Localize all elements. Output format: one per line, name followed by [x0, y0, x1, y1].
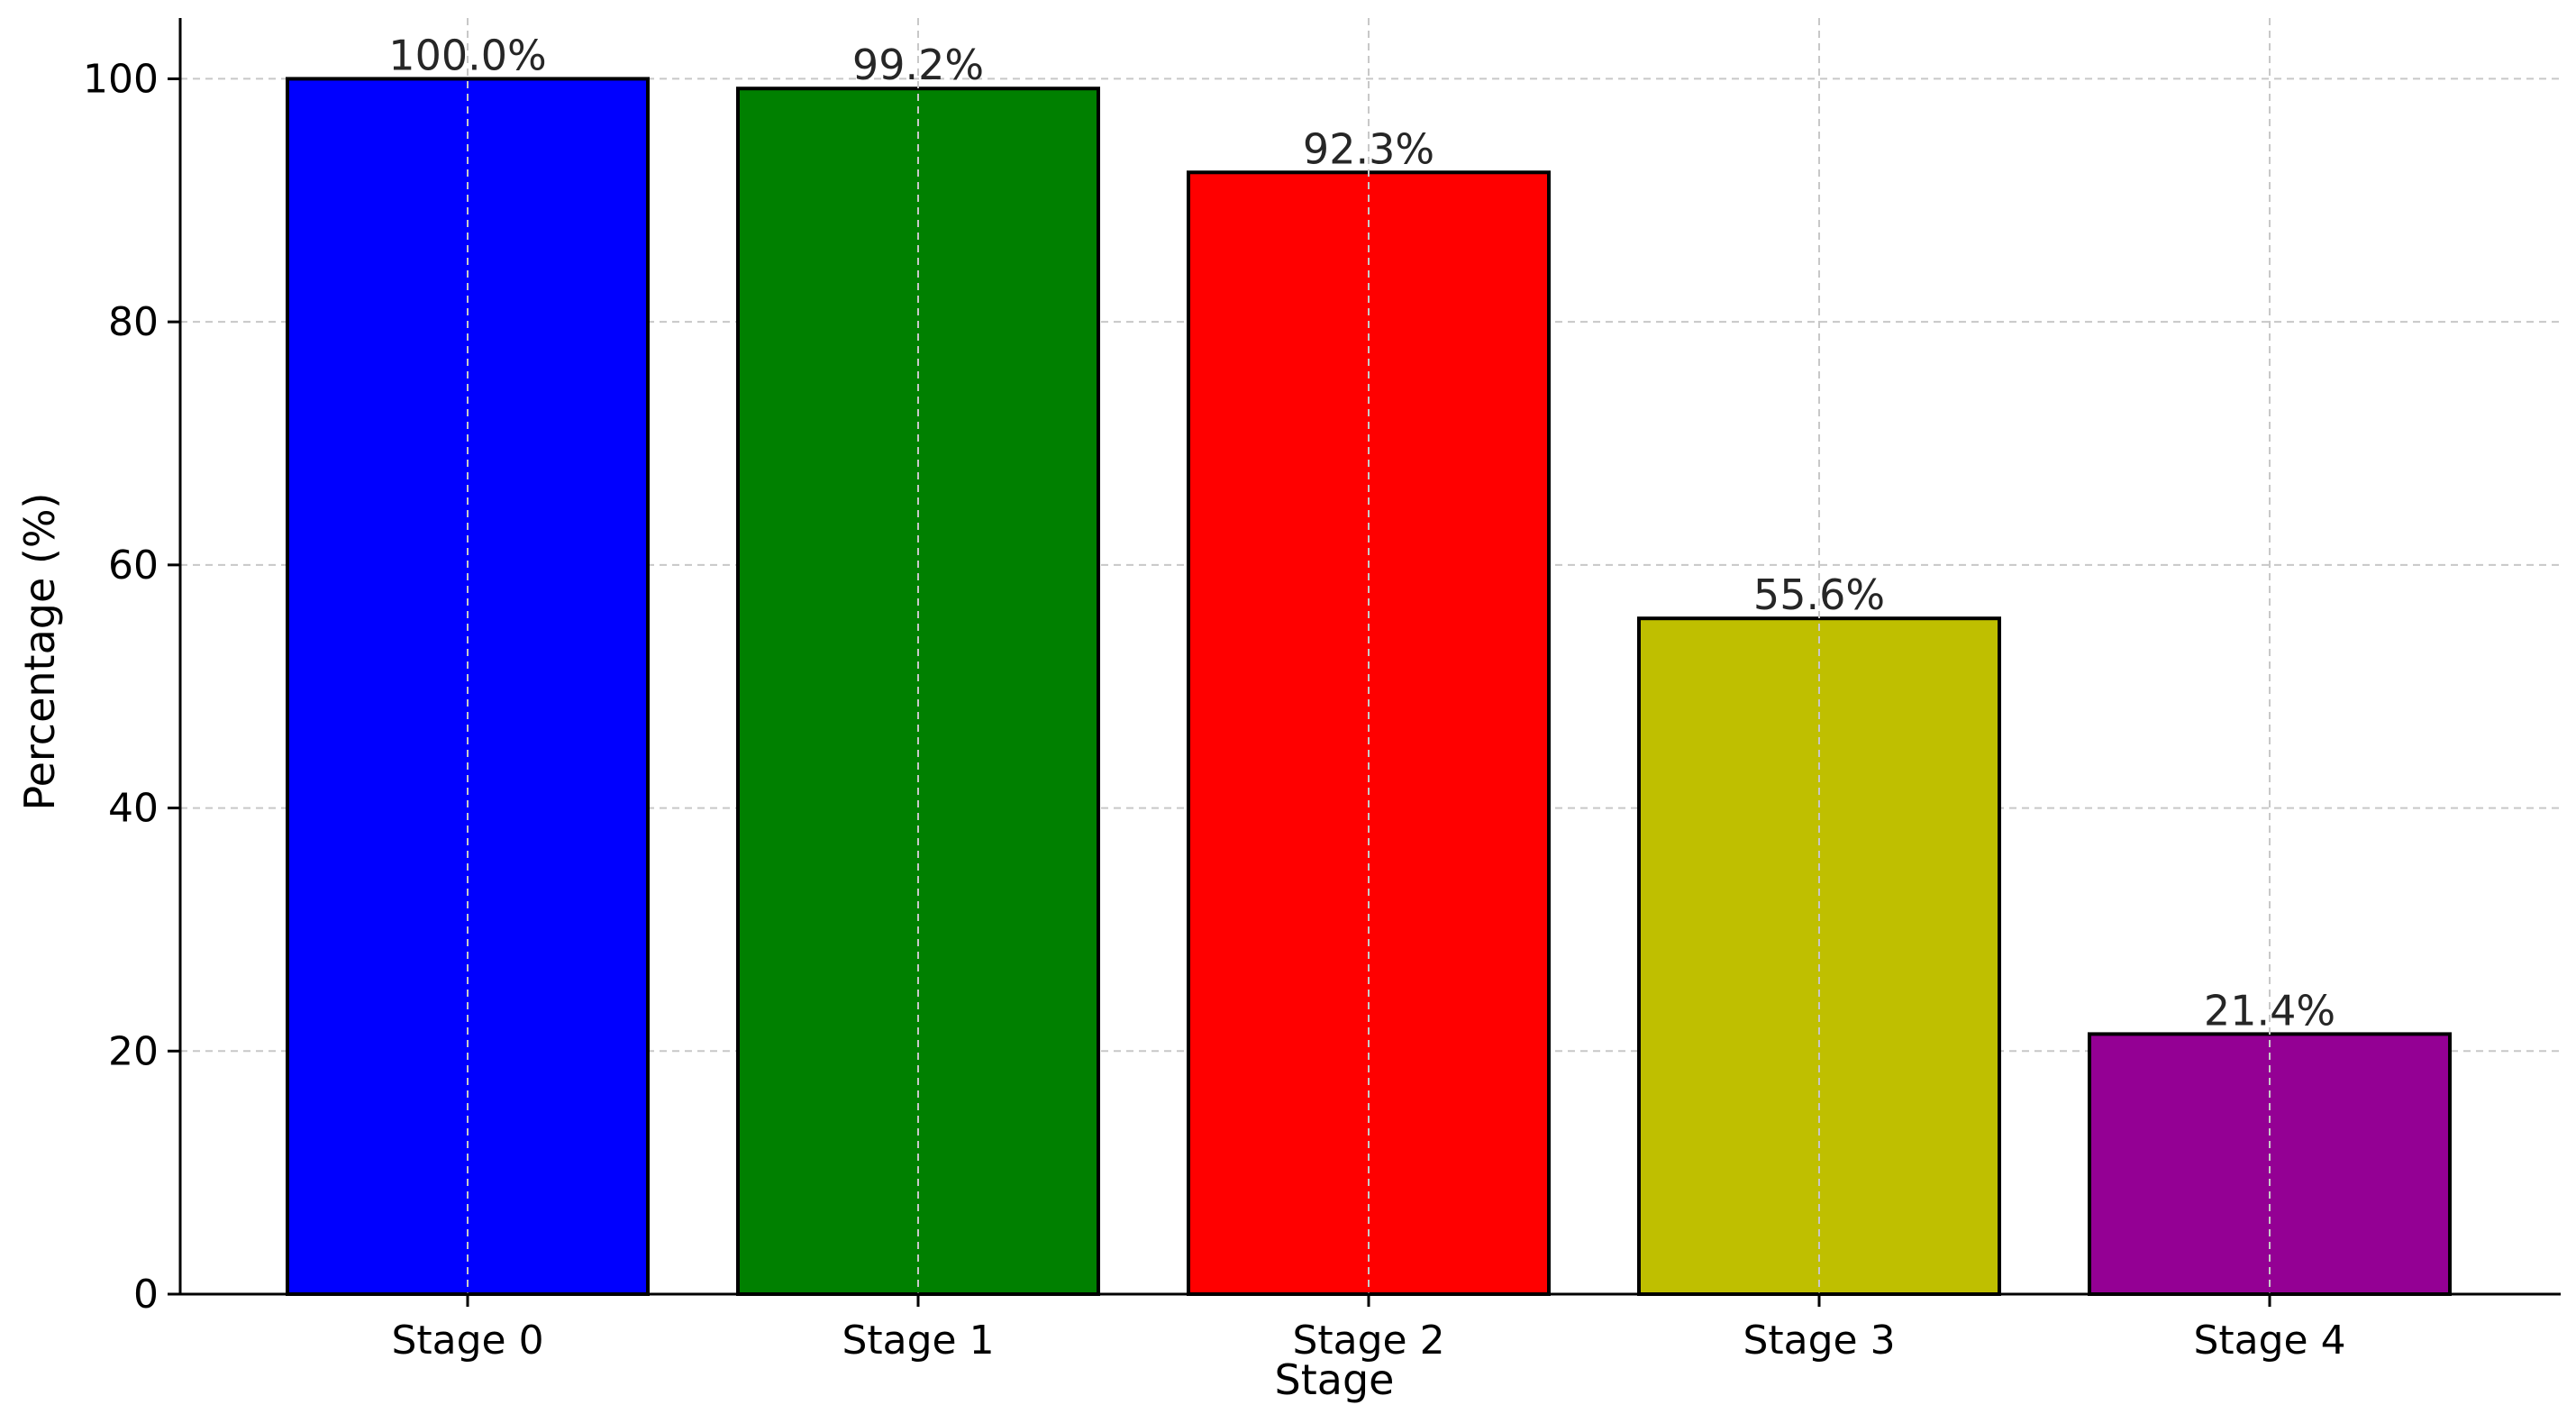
x-tick-label: Stage 1 — [842, 1318, 994, 1364]
y-tick-label: 80 — [108, 299, 159, 345]
vertical-grid — [467, 18, 2271, 1294]
y-tick-label: 40 — [108, 786, 159, 832]
y-tick-label: 0 — [133, 1272, 159, 1318]
x-tick-label: Stage 4 — [2193, 1318, 2345, 1364]
x-tick-label: Stage 2 — [1292, 1318, 1444, 1364]
data-label: 99.2% — [852, 41, 984, 89]
y-tick-label: 60 — [108, 543, 159, 588]
y-tick-label: 100 — [83, 56, 159, 102]
data-labels: 100.0% 99.2% 92.3% 55.6% 21.4% — [388, 31, 2335, 1035]
x-tick-label: Stage 0 — [391, 1318, 543, 1364]
x-tick-label: Stage 3 — [1743, 1318, 1895, 1364]
y-tick-label: 20 — [108, 1028, 159, 1074]
data-label: 55.6% — [1753, 570, 1885, 619]
x-axis-title: Stage — [1275, 1355, 1395, 1404]
axes: 0 20 40 60 80 100 Stage 0 Stage 1 Stage 2 Stage 3… — [83, 18, 2561, 1364]
data-label: 21.4% — [2204, 986, 2335, 1035]
y-axis-title: Percentage (%) — [15, 493, 64, 811]
data-label: 100.0% — [388, 31, 546, 79]
data-label: 92.3% — [1303, 124, 1434, 173]
